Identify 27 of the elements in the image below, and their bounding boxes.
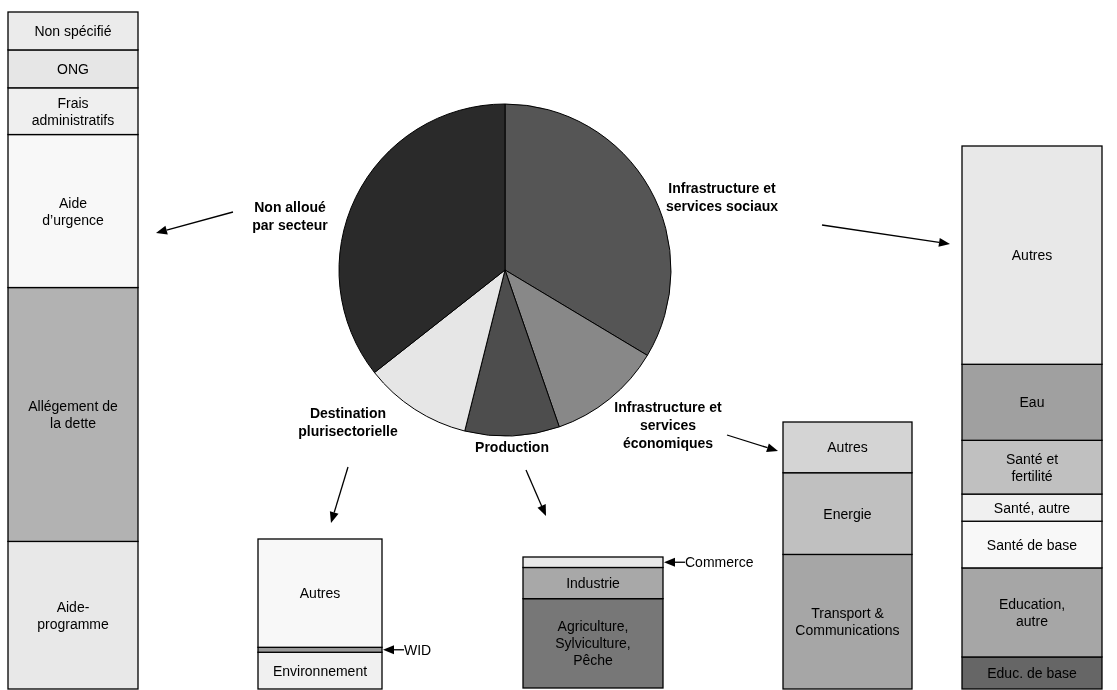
series-label: ONG xyxy=(57,60,89,77)
series-label: Aide-programme xyxy=(37,598,109,632)
series-label: Eau xyxy=(1019,394,1045,411)
series-label: Transport & Communications xyxy=(795,605,900,639)
slice-label: Production xyxy=(475,439,549,455)
slice-label: Infrastructure et services sociaux xyxy=(665,180,779,214)
series-label: Santé, autre xyxy=(993,499,1071,516)
legend-label: WID xyxy=(404,641,432,658)
slice-label: Destination plurisectorielle xyxy=(298,405,399,439)
series-label: Non spécifié xyxy=(34,22,112,39)
series-label: Aide d’urgence xyxy=(42,194,104,228)
series-label: Allégement de la dette xyxy=(28,397,118,431)
legend-label: Commerce xyxy=(685,554,754,571)
series-label: Autres xyxy=(1011,247,1053,264)
slice-label: Infrastructure et services économiques xyxy=(614,399,723,451)
series-label: Education, autre xyxy=(998,595,1066,629)
series-label: Energie xyxy=(823,505,872,522)
series-label: Santé de base xyxy=(986,536,1078,553)
series-label: Educ. de base xyxy=(987,664,1077,681)
series-label: Santé et fertilité xyxy=(1005,450,1059,484)
series-label: Agriculture, Sylviculture, Pêche xyxy=(555,618,631,669)
legend-label: Non alloué par secteur xyxy=(252,199,329,233)
series-label: Environnement xyxy=(272,662,368,679)
series-label: Autres xyxy=(827,439,868,456)
series-label: Autres xyxy=(299,585,341,602)
series-label: Industrie xyxy=(566,575,621,592)
series-label: Frais administratifs xyxy=(31,94,115,128)
